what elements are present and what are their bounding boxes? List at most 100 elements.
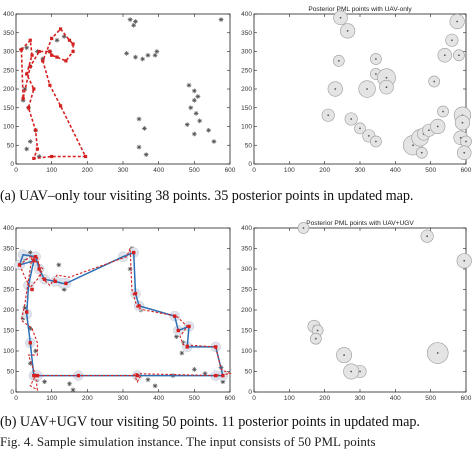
posterior-center bbox=[426, 235, 429, 238]
y-tick-label: 400 bbox=[3, 11, 14, 18]
posterior-center bbox=[436, 352, 439, 354]
pml-star-marker bbox=[143, 152, 149, 158]
uav-waypoint bbox=[133, 291, 138, 296]
posterior-center bbox=[458, 54, 460, 57]
posterior-center bbox=[463, 259, 466, 262]
y-tick-label: 50 bbox=[245, 142, 253, 149]
y-tick-label: 50 bbox=[7, 142, 15, 149]
plot-b-right: Posterior PML points with UAV+UGV 0 100 200… bbox=[240, 220, 474, 410]
uav-tour-line bbox=[19, 248, 232, 391]
pml-star-marker bbox=[218, 17, 224, 23]
x-tick-label: 0 bbox=[14, 395, 18, 402]
y-tick-label: 50 bbox=[7, 369, 15, 376]
posterior-center bbox=[343, 354, 345, 356]
caption-b: (b) UAV+UGV tour visiting 50 points. 11 … bbox=[0, 414, 420, 430]
pml-star-marker bbox=[22, 305, 28, 311]
pml-star-marker bbox=[191, 97, 197, 103]
uav-waypoint bbox=[37, 49, 41, 54]
uav-waypoint bbox=[34, 128, 38, 132]
x-tick-label: 200 bbox=[319, 167, 330, 174]
posterior-center bbox=[459, 136, 462, 139]
pml-star-marker bbox=[191, 367, 197, 372]
x-tick-label: 100 bbox=[284, 167, 295, 174]
plot-series bbox=[321, 10, 472, 160]
posterior-center bbox=[385, 86, 388, 89]
pml-star-marker bbox=[36, 154, 42, 159]
uav-waypoint bbox=[185, 345, 189, 349]
pml-star-marker bbox=[56, 262, 62, 268]
pml-star-marker bbox=[42, 379, 47, 385]
uav-waypoint bbox=[26, 106, 31, 110]
posterior-center bbox=[385, 76, 388, 79]
pml-star-marker bbox=[33, 348, 39, 354]
y-tick-label: 100 bbox=[241, 348, 252, 355]
uav-waypoint bbox=[33, 373, 38, 378]
pml-star-marker bbox=[54, 37, 60, 43]
uav-waypoint bbox=[25, 310, 29, 314]
pml-star-marker bbox=[184, 122, 190, 128]
x-tick-label: 0 bbox=[252, 395, 256, 402]
plot-frame bbox=[15, 13, 231, 165]
plot-title: Posterior PML points with UAV+UGV bbox=[306, 220, 414, 227]
caption-a: (a) UAV–only tour visiting 38 points. 35… bbox=[0, 188, 414, 204]
uav-waypoint bbox=[53, 279, 57, 283]
pml-star-marker bbox=[193, 110, 199, 116]
pml-star-marker bbox=[27, 139, 33, 144]
uav-waypoint bbox=[83, 154, 88, 159]
posterior-center bbox=[375, 73, 377, 75]
y-tick-label: 100 bbox=[3, 124, 14, 131]
pml-star-marker bbox=[145, 52, 151, 58]
posterior-center bbox=[334, 88, 337, 90]
pml-star-marker bbox=[136, 116, 142, 122]
y-tick-label: 400 bbox=[241, 225, 252, 232]
y-tick-label: 350 bbox=[241, 246, 252, 253]
uav-waypoint bbox=[28, 341, 32, 345]
pml-star-marker bbox=[152, 383, 158, 389]
uav-waypoint bbox=[19, 48, 23, 52]
pml-star-marker bbox=[142, 125, 147, 131]
x-tick-label: 500 bbox=[189, 395, 200, 402]
uav-waypoint bbox=[48, 49, 52, 54]
pml-star-marker bbox=[27, 326, 33, 331]
y-tick-label: 250 bbox=[241, 67, 252, 74]
uav-waypoint bbox=[214, 345, 218, 349]
pml-star-marker bbox=[40, 56, 46, 62]
y-tick-label: 0 bbox=[248, 389, 252, 396]
x-tick-label: 100 bbox=[284, 395, 295, 402]
uav-waypoint bbox=[33, 255, 38, 259]
pml-star-marker bbox=[179, 350, 185, 356]
x-tick-label: 200 bbox=[82, 167, 93, 174]
y-tick-label: 150 bbox=[3, 105, 14, 112]
pml-star-marker bbox=[61, 34, 67, 39]
uav-waypoint bbox=[221, 373, 225, 378]
pml-star-marker bbox=[133, 54, 138, 60]
posterior-center bbox=[465, 140, 467, 143]
pml-star-marker bbox=[22, 86, 28, 92]
posterior-center bbox=[461, 121, 464, 124]
y-tick-label: 350 bbox=[241, 30, 252, 37]
plot-a-left: 0 100 200 300 400 500 600 0 50 100 150 200 250 300 350… bbox=[0, 0, 240, 182]
uav-waypoint bbox=[32, 259, 36, 263]
uav-waypoint bbox=[28, 64, 32, 69]
x-tick-label: 600 bbox=[461, 167, 472, 174]
uav-waypoint bbox=[28, 38, 32, 42]
pml-star-marker bbox=[35, 49, 40, 54]
uav-waypoint bbox=[58, 27, 63, 31]
posterior-center bbox=[339, 16, 342, 19]
y-tick-label: 0 bbox=[248, 161, 252, 168]
uav-waypoint bbox=[67, 38, 72, 42]
y-tick-label: 250 bbox=[3, 67, 14, 74]
pml-star-marker bbox=[131, 22, 137, 28]
posterior-center bbox=[314, 337, 317, 340]
posterior-center bbox=[420, 151, 423, 154]
x-tick-label: 600 bbox=[225, 395, 236, 402]
pml-star-marker bbox=[181, 340, 187, 346]
x-tick-label: 200 bbox=[82, 395, 93, 402]
x-tick-label: 500 bbox=[425, 167, 436, 174]
plot-title: Posterior PML points with UAV-only bbox=[308, 6, 412, 13]
x-tick-label: 400 bbox=[153, 167, 164, 174]
y-tick-label: 300 bbox=[3, 266, 14, 273]
x-tick-label: 600 bbox=[225, 167, 236, 174]
pml-star-marker bbox=[27, 250, 33, 255]
posterior-center bbox=[412, 144, 414, 147]
